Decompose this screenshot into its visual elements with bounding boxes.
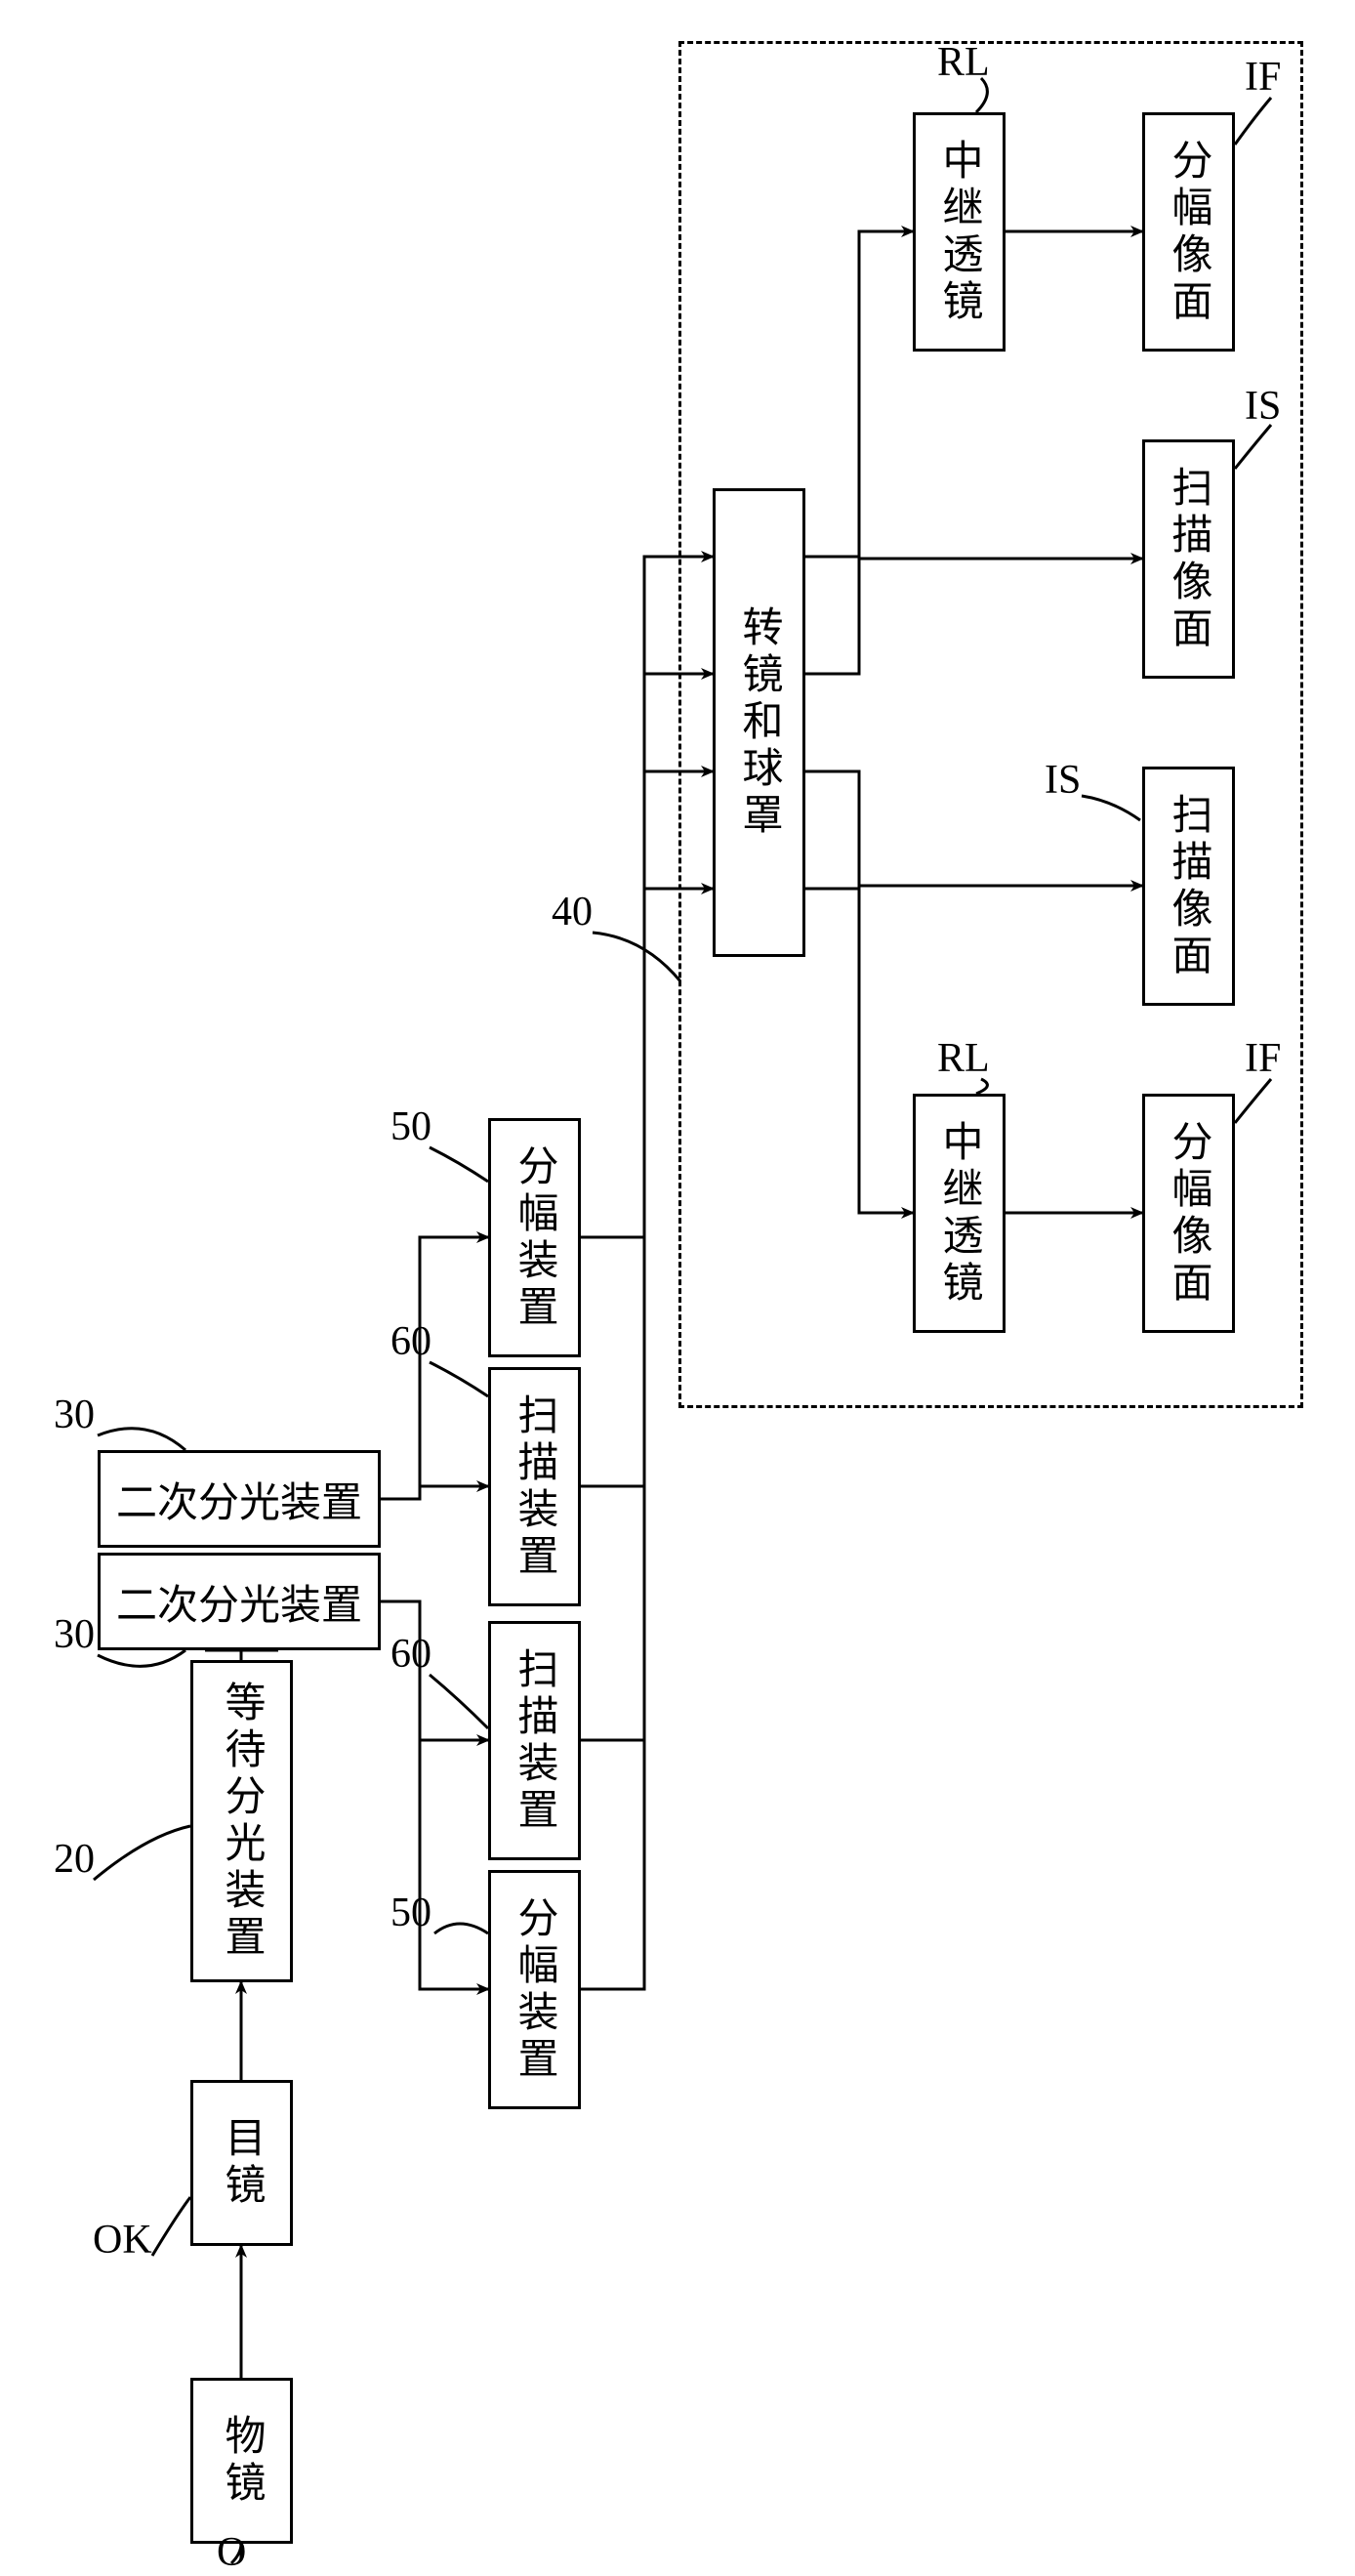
label-30-top: 30 xyxy=(54,1392,95,1438)
box-frame-plane-bottom: 分幅像面 xyxy=(1142,1094,1235,1333)
box-framing-top-label: 分幅装置 xyxy=(505,1144,564,1332)
label-IF-bottom: IF xyxy=(1245,1035,1281,1082)
label-IS-top: IS xyxy=(1245,383,1281,430)
label-50-bottom: 50 xyxy=(390,1890,431,1936)
box-mirror-dome: 转镜和球罩 xyxy=(713,488,805,957)
label-IS-bottom: IS xyxy=(1045,757,1081,804)
box-relay-bottom: 中继透镜 xyxy=(913,1094,1006,1333)
box-sec-split-top: 二次分光装置 xyxy=(98,1450,381,1548)
label-60-top: 60 xyxy=(390,1318,431,1365)
box-scan-top: 扫描装置 xyxy=(488,1367,581,1606)
label-20: 20 xyxy=(54,1836,95,1883)
box-scan-bottom: 扫描装置 xyxy=(488,1621,581,1860)
box-relay-bottom-label: 中继透镜 xyxy=(929,1120,989,1308)
box-scan-plane-bottom: 扫描像面 xyxy=(1142,767,1235,1006)
label-IF-top: IF xyxy=(1245,54,1281,101)
box-frame-plane-top-label: 分幅像面 xyxy=(1159,139,1218,326)
label-OK: OK xyxy=(93,2217,152,2264)
box-scan-bottom-label: 扫描装置 xyxy=(505,1647,564,1835)
box-wait-split-label: 等待分光装置 xyxy=(212,1681,271,1962)
box-objective-label: 物镜 xyxy=(212,2414,271,2508)
label-60-bottom: 60 xyxy=(390,1631,431,1678)
label-40: 40 xyxy=(552,889,593,935)
box-eyepiece: 目镜 xyxy=(190,2080,293,2246)
box-sec-split-bottom: 二次分光装置 xyxy=(98,1553,381,1650)
label-30-bottom: 30 xyxy=(54,1611,95,1658)
box-eyepiece-label: 目镜 xyxy=(212,2116,271,2210)
box-frame-plane-bottom-label: 分幅像面 xyxy=(1159,1120,1218,1308)
label-50-top: 50 xyxy=(390,1103,431,1150)
box-sec-split-top-label: 二次分光装置 xyxy=(116,1470,362,1529)
box-scan-plane-bottom-label: 扫描像面 xyxy=(1159,793,1218,980)
box-framing-bottom-label: 分幅装置 xyxy=(505,1896,564,2084)
label-O: O xyxy=(217,2529,246,2576)
box-frame-plane-top: 分幅像面 xyxy=(1142,112,1235,352)
box-mirror-dome-label: 转镜和球罩 xyxy=(729,605,789,840)
diagram-root: 物镜 目镜 等待分光装置 二次分光装置 二次分光装置 分幅装置 扫描装置 扫描装… xyxy=(0,0,1355,2573)
box-scan-plane-top-label: 扫描像面 xyxy=(1159,466,1218,653)
box-relay-top-label: 中继透镜 xyxy=(929,139,989,326)
label-RL-top: RL xyxy=(937,39,990,86)
box-objective: 物镜 xyxy=(190,2378,293,2544)
box-framing-top: 分幅装置 xyxy=(488,1118,581,1357)
box-sec-split-bottom-label: 二次分光装置 xyxy=(116,1572,362,1632)
box-relay-top: 中继透镜 xyxy=(913,112,1006,352)
box-scan-top-label: 扫描装置 xyxy=(505,1393,564,1581)
box-framing-bottom: 分幅装置 xyxy=(488,1870,581,2109)
box-scan-plane-top: 扫描像面 xyxy=(1142,439,1235,679)
box-wait-split: 等待分光装置 xyxy=(190,1660,293,1982)
label-RL-bottom: RL xyxy=(937,1035,990,1082)
